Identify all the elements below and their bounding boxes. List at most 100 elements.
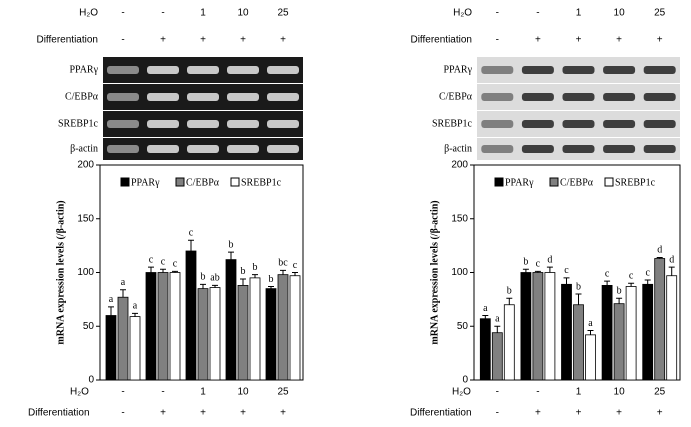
error-bar — [587, 330, 594, 335]
gel-band — [481, 93, 514, 101]
gel-band — [643, 66, 676, 74]
significance-letter: bc — [278, 258, 288, 269]
significance-letter: c — [536, 259, 541, 270]
bar — [277, 274, 289, 381]
gel-band — [562, 66, 595, 74]
bar — [265, 288, 277, 381]
header-value: 1 — [200, 8, 206, 19]
legend-swatch — [549, 177, 559, 187]
x-tick-label: 10 — [237, 387, 249, 398]
error-bar — [228, 251, 234, 260]
significance-letter: a — [588, 318, 593, 329]
significance-letter: b — [576, 281, 581, 292]
header-value: - — [121, 8, 124, 19]
bar — [479, 318, 491, 381]
significance-letter: d — [669, 254, 674, 265]
x-axis-label: H₂O — [70, 387, 89, 398]
x-tick-label: + — [576, 408, 582, 419]
error-bar — [546, 266, 553, 273]
gel-band — [603, 66, 636, 74]
legend-label: SREBP1c — [241, 177, 282, 188]
y-tick-label: 0 — [462, 375, 468, 386]
legend-label: C/EBPα — [186, 177, 220, 188]
bar — [237, 284, 249, 381]
legend-swatch — [604, 177, 614, 187]
gel-band — [227, 93, 259, 101]
error-bar — [200, 283, 206, 289]
error-bar — [604, 280, 611, 286]
header-value: 10 — [237, 8, 249, 19]
gel-band — [603, 120, 636, 128]
gel-band — [147, 66, 179, 74]
x-tick-label: - — [536, 387, 539, 398]
gel-band — [147, 145, 179, 153]
significance-letter: c — [629, 271, 634, 282]
bar — [503, 304, 515, 381]
bar — [145, 272, 157, 381]
significance-letter: a — [483, 303, 488, 314]
x-tick-label: + — [657, 408, 663, 419]
gel-band — [521, 120, 554, 128]
error-bar — [628, 282, 635, 287]
significance-letter: d — [657, 245, 662, 256]
error-bar — [252, 274, 258, 278]
significance-letter: c — [149, 254, 154, 265]
significance-letter: d — [547, 254, 552, 265]
x-axis-label: Differentiation — [28, 408, 90, 419]
header-value: 25 — [277, 8, 289, 19]
bar — [225, 259, 237, 381]
error-bar — [644, 279, 651, 285]
header-value: + — [200, 35, 206, 46]
error-bar — [292, 272, 298, 276]
gel-band — [187, 145, 219, 153]
error-bar — [575, 293, 582, 305]
legend-swatch — [120, 177, 130, 187]
bar — [491, 332, 503, 381]
bar — [585, 334, 596, 381]
bar — [129, 316, 141, 381]
significance-letter: a — [109, 294, 114, 305]
bar — [544, 272, 556, 381]
error-bar — [188, 239, 194, 251]
header-value: + — [160, 35, 166, 46]
gel-band — [603, 93, 636, 101]
header-value: + — [280, 35, 286, 46]
significance-letter: c — [161, 257, 166, 268]
y-tick-label: 50 — [83, 321, 95, 332]
header-value: 1 — [576, 8, 582, 19]
error-bar — [120, 289, 126, 298]
gel-label: C/EBPα — [65, 91, 99, 102]
significance-letter: b — [253, 262, 258, 273]
y-tick-label: 0 — [88, 375, 94, 386]
gel-band — [107, 120, 139, 128]
gel-band — [562, 120, 595, 128]
gel-band — [481, 145, 514, 153]
significance-letter: b — [241, 266, 246, 277]
bar — [573, 304, 584, 381]
error-bar — [172, 270, 178, 273]
y-tick-label: 100 — [451, 267, 468, 278]
error-bar — [522, 268, 529, 273]
x-tick-label: + — [616, 408, 622, 419]
bar — [105, 315, 117, 381]
bar — [666, 275, 678, 381]
header-value: - — [496, 35, 499, 46]
bar — [117, 296, 129, 381]
gel-band — [107, 66, 139, 74]
x-tick-label: 25 — [277, 387, 289, 398]
gel-band — [187, 66, 219, 74]
bar — [157, 272, 169, 381]
error-bar — [563, 277, 570, 285]
gel-band — [267, 120, 299, 128]
x-tick-label: - — [161, 387, 164, 398]
gel-band — [521, 93, 554, 101]
bar — [520, 272, 532, 381]
x-tick-label: - — [496, 408, 499, 419]
error-bar — [240, 278, 246, 286]
header-value: - — [536, 8, 539, 19]
significance-letter: c — [189, 228, 194, 239]
header-label: Differentiation — [36, 35, 98, 46]
gel-band — [643, 145, 676, 153]
error-bar — [656, 256, 663, 259]
x-tick-label: 1 — [576, 387, 582, 398]
